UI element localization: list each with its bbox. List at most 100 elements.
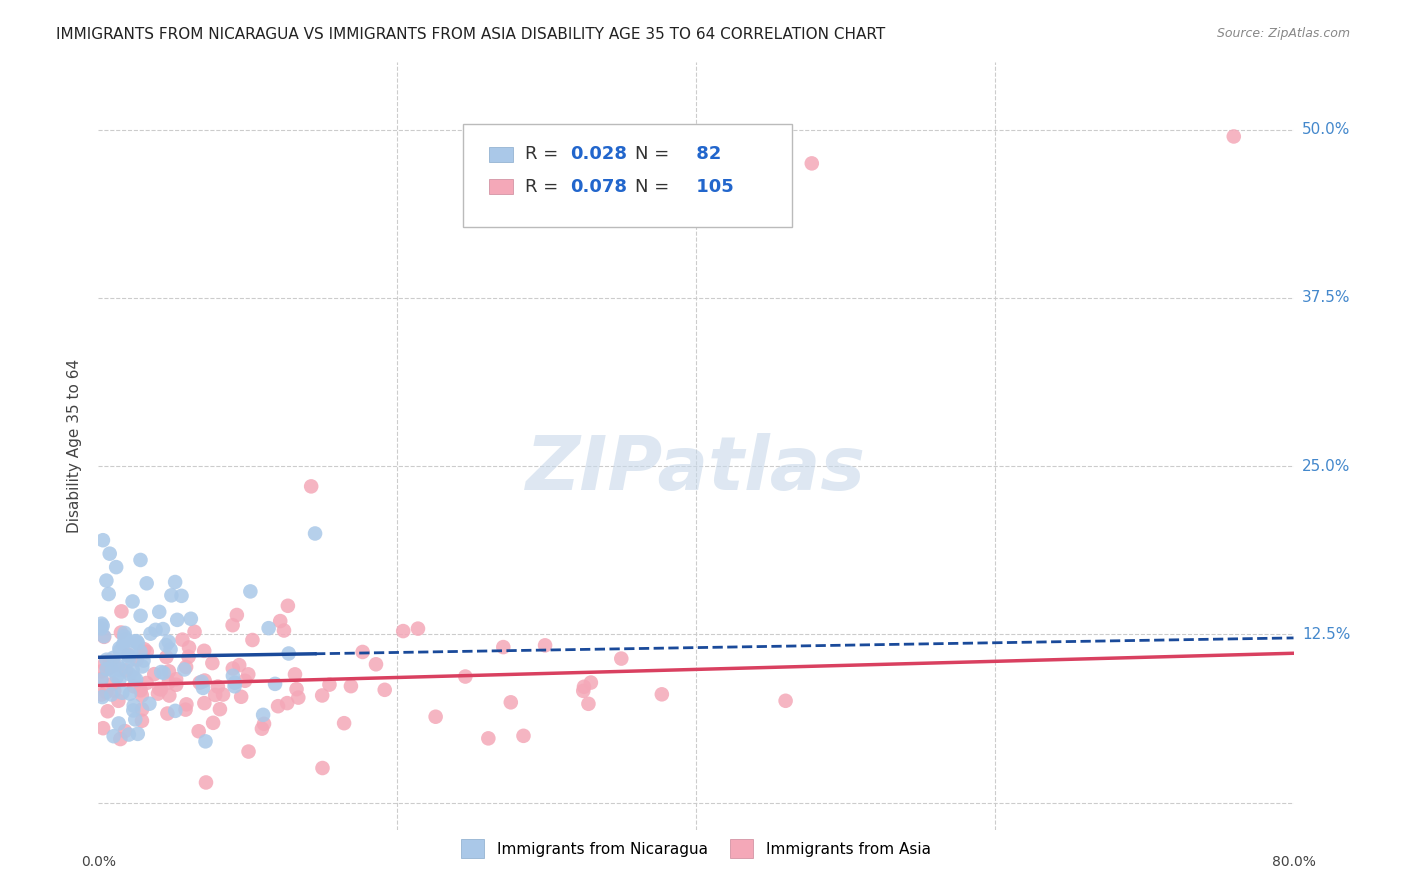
Point bbox=[222, 669, 245, 683]
Point bbox=[96, 685, 118, 699]
Point bbox=[90, 616, 112, 631]
Point bbox=[188, 675, 211, 690]
Point bbox=[238, 667, 260, 681]
Point bbox=[103, 729, 125, 743]
Text: 0.028: 0.028 bbox=[571, 145, 627, 163]
Point bbox=[101, 677, 124, 691]
Point bbox=[406, 622, 429, 636]
Point bbox=[125, 634, 148, 648]
Point bbox=[129, 553, 152, 567]
Point bbox=[222, 661, 245, 675]
Point bbox=[131, 689, 153, 703]
Point bbox=[512, 729, 534, 743]
Point bbox=[193, 696, 215, 710]
Point bbox=[775, 694, 797, 708]
Point bbox=[454, 669, 477, 683]
Point bbox=[145, 623, 167, 637]
Text: 105: 105 bbox=[690, 178, 734, 195]
Point bbox=[135, 676, 157, 690]
Point bbox=[97, 704, 120, 718]
Point bbox=[146, 687, 169, 701]
Point bbox=[114, 632, 136, 647]
Point bbox=[174, 660, 197, 674]
Point bbox=[114, 724, 136, 739]
Point bbox=[610, 651, 633, 665]
FancyBboxPatch shape bbox=[489, 179, 513, 194]
Point bbox=[392, 624, 415, 638]
Point bbox=[97, 587, 120, 601]
Point bbox=[165, 672, 187, 686]
Point bbox=[191, 681, 214, 695]
Point bbox=[572, 684, 595, 698]
Point bbox=[170, 589, 193, 603]
Point bbox=[284, 667, 307, 681]
Point bbox=[221, 618, 243, 632]
Point bbox=[129, 645, 152, 659]
Point bbox=[157, 634, 180, 648]
Point bbox=[160, 588, 183, 602]
Point bbox=[238, 745, 260, 759]
Point bbox=[311, 689, 333, 703]
Point bbox=[107, 716, 129, 731]
Point bbox=[231, 690, 253, 704]
Point bbox=[124, 713, 146, 727]
Point bbox=[90, 622, 112, 636]
Point bbox=[149, 682, 172, 697]
Point bbox=[122, 679, 145, 693]
Point bbox=[117, 648, 139, 662]
Point bbox=[333, 716, 356, 731]
Point bbox=[103, 683, 125, 698]
Point bbox=[157, 689, 180, 703]
Text: N =: N = bbox=[636, 145, 675, 163]
Point bbox=[1223, 129, 1246, 144]
Point bbox=[125, 673, 148, 687]
Point bbox=[90, 673, 112, 687]
Point bbox=[264, 677, 287, 691]
Point bbox=[250, 722, 273, 736]
Text: 25.0%: 25.0% bbox=[1302, 458, 1350, 474]
Point bbox=[190, 674, 212, 689]
Point bbox=[233, 673, 256, 688]
Point bbox=[115, 664, 138, 678]
Point bbox=[148, 605, 170, 619]
Text: R =: R = bbox=[524, 178, 564, 195]
Text: ZIPatlas: ZIPatlas bbox=[526, 433, 866, 506]
Point bbox=[98, 547, 121, 561]
Point bbox=[121, 663, 143, 677]
Point bbox=[225, 607, 247, 622]
Point bbox=[257, 621, 280, 635]
Point bbox=[156, 706, 179, 721]
Point bbox=[195, 775, 218, 789]
Point bbox=[269, 614, 291, 628]
Point bbox=[103, 650, 125, 665]
Point bbox=[194, 734, 217, 748]
Point bbox=[98, 653, 121, 667]
Point bbox=[800, 156, 823, 170]
Point bbox=[425, 710, 447, 724]
Point bbox=[242, 632, 264, 647]
Point bbox=[193, 644, 215, 658]
Point bbox=[127, 636, 149, 650]
Point bbox=[228, 658, 250, 673]
Point bbox=[239, 584, 262, 599]
Point bbox=[159, 642, 181, 657]
Point bbox=[364, 657, 387, 672]
Text: 37.5%: 37.5% bbox=[1302, 291, 1350, 305]
Point bbox=[91, 690, 114, 704]
Point bbox=[131, 659, 153, 673]
Point bbox=[91, 721, 114, 735]
Point bbox=[118, 667, 141, 681]
Point bbox=[207, 680, 229, 694]
Text: 50.0%: 50.0% bbox=[1302, 122, 1350, 137]
Point bbox=[152, 622, 174, 636]
Point bbox=[118, 727, 141, 741]
FancyBboxPatch shape bbox=[463, 124, 792, 227]
Point bbox=[107, 694, 129, 708]
Point bbox=[572, 680, 595, 694]
Point bbox=[492, 640, 515, 654]
Point bbox=[318, 678, 340, 692]
Point bbox=[352, 645, 374, 659]
Point bbox=[110, 732, 132, 747]
Point bbox=[177, 649, 200, 664]
Point bbox=[132, 654, 155, 668]
